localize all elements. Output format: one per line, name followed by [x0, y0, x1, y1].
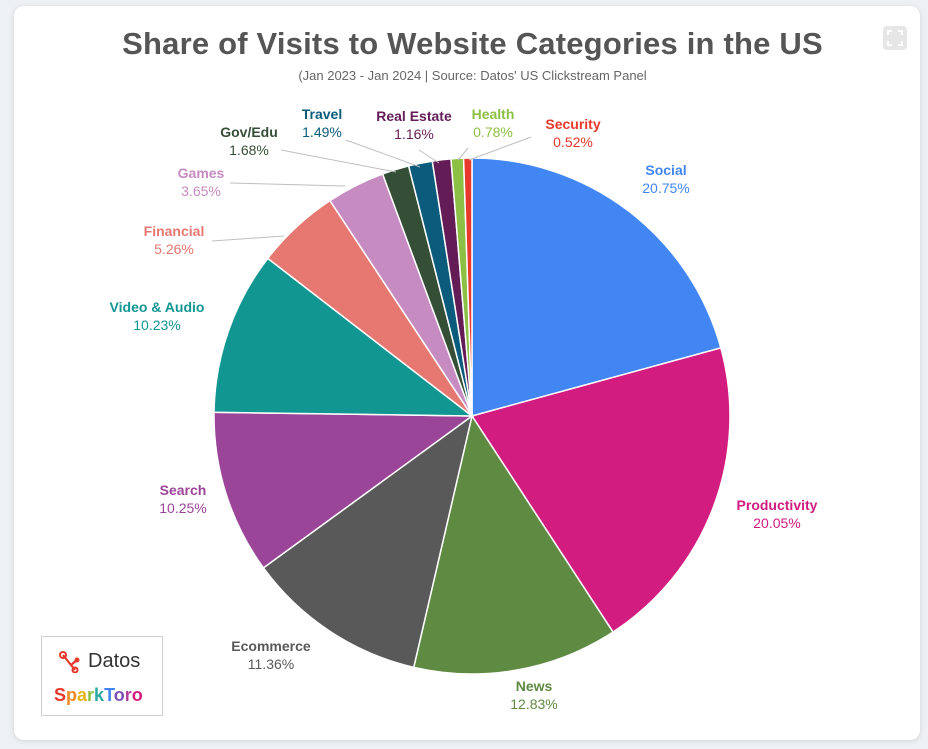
- leader-line-real-estate: [418, 149, 440, 164]
- leader-line-financial: [211, 235, 285, 242]
- slice-label-gov-edu: Gov/Edu: [220, 124, 278, 140]
- slice-label-search: Search: [160, 482, 207, 498]
- slice-value-real-estate: 1.16%: [394, 126, 434, 142]
- pie-slice-ecommerce[interactable]: [262, 414, 474, 669]
- slice-label-ecommerce: Ecommerce: [231, 638, 311, 654]
- slice-value-gov-edu: 1.68%: [229, 142, 269, 158]
- datos-logo-text: Datos: [88, 650, 141, 672]
- publisher-logos: Datos SparkToro: [41, 636, 163, 716]
- slice-label-social: Social: [645, 162, 686, 178]
- slice-value-social: 20.75%: [642, 180, 689, 196]
- pie-slice-productivity[interactable]: [470, 346, 731, 634]
- slice-label-health: Health: [472, 106, 515, 122]
- slice-label-news: News: [516, 678, 553, 694]
- slice-label-games: Games: [178, 165, 225, 181]
- chart-title: Share of Visits to Website Categories in…: [122, 26, 823, 61]
- slice-value-search: 10.25%: [159, 500, 206, 516]
- datos-network-icon: [59, 651, 80, 673]
- pie-slice-social[interactable]: [471, 157, 722, 417]
- slice-value-travel: 1.49%: [302, 124, 342, 140]
- slice-label-travel: Travel: [302, 106, 342, 122]
- slice-value-security: 0.52%: [553, 134, 593, 150]
- pie-slice-security[interactable]: [462, 157, 473, 417]
- slice-value-games: 3.65%: [181, 183, 221, 199]
- chart-subtitle: (Jan 2023 - Jan 2024 | Source: Datos' US…: [298, 68, 647, 83]
- pie-slice-video-audio[interactable]: [213, 257, 475, 417]
- slice-value-financial: 5.26%: [154, 241, 194, 257]
- leader-line-security: [468, 136, 532, 161]
- slice-label-security: Security: [545, 116, 600, 132]
- pie-slice-news[interactable]: [412, 414, 615, 675]
- slice-value-ecommerce: 11.36%: [248, 656, 294, 672]
- leader-line-health: [457, 147, 469, 161]
- slice-label-productivity: Productivity: [737, 497, 818, 513]
- slice-label-video-audio: Video & Audio: [110, 299, 205, 315]
- slice-value-news: 12.83%: [510, 696, 557, 712]
- slice-value-video-audio: 10.23%: [133, 317, 180, 333]
- pie-slice-search[interactable]: [213, 411, 475, 569]
- leader-line-games: [229, 182, 346, 187]
- sparktoro-logo: SparkToro: [54, 685, 143, 705]
- fullscreen-expand-icon[interactable]: [883, 26, 907, 50]
- leader-line-gov-edu: [280, 149, 397, 173]
- slice-value-health: 0.78%: [473, 124, 513, 140]
- slice-value-productivity: 20.05%: [753, 515, 800, 531]
- leader-line-travel: [345, 139, 421, 168]
- slice-label-financial: Financial: [144, 223, 205, 239]
- slice-label-real-estate: Real Estate: [376, 108, 452, 124]
